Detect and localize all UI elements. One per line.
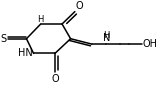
Text: H: H bbox=[37, 15, 44, 24]
Text: O: O bbox=[51, 74, 59, 84]
Text: O: O bbox=[76, 1, 83, 11]
Text: OH: OH bbox=[143, 39, 158, 49]
Text: S: S bbox=[0, 34, 6, 44]
Text: N: N bbox=[103, 33, 110, 43]
Text: H: H bbox=[103, 31, 109, 40]
Text: HN: HN bbox=[18, 48, 33, 58]
